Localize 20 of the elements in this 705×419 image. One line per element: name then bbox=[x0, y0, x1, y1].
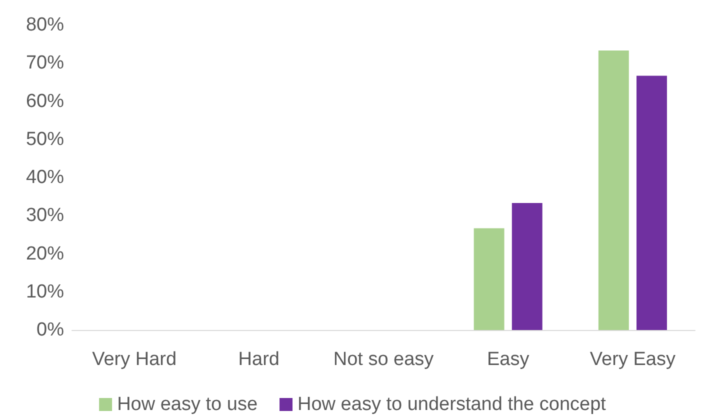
bar bbox=[636, 76, 667, 330]
x-tick-label: Not so easy bbox=[333, 349, 434, 370]
y-tick-label: 80% bbox=[26, 14, 64, 36]
y-tick-label: 70% bbox=[26, 52, 64, 74]
y-tick-label: 20% bbox=[26, 243, 64, 264]
x-tick-label: Very Hard bbox=[92, 349, 177, 370]
y-tick-label: 40% bbox=[26, 167, 64, 188]
y-tick-label: 10% bbox=[26, 281, 64, 302]
y-tick-label: 50% bbox=[26, 128, 64, 150]
y-tick-label: 30% bbox=[26, 205, 64, 226]
x-tick-label: Very Easy bbox=[590, 349, 676, 370]
bar bbox=[512, 203, 542, 330]
y-tick-label: 60% bbox=[26, 90, 64, 112]
y-tick-label: 0% bbox=[36, 320, 64, 340]
x-tick-label: Easy bbox=[486, 349, 530, 370]
legend-label: How easy to understand the concept bbox=[298, 394, 607, 415]
bar bbox=[598, 50, 629, 330]
bar bbox=[474, 228, 504, 330]
legend-label: How easy to use bbox=[117, 394, 258, 415]
x-tick-label: Hard bbox=[238, 349, 280, 370]
